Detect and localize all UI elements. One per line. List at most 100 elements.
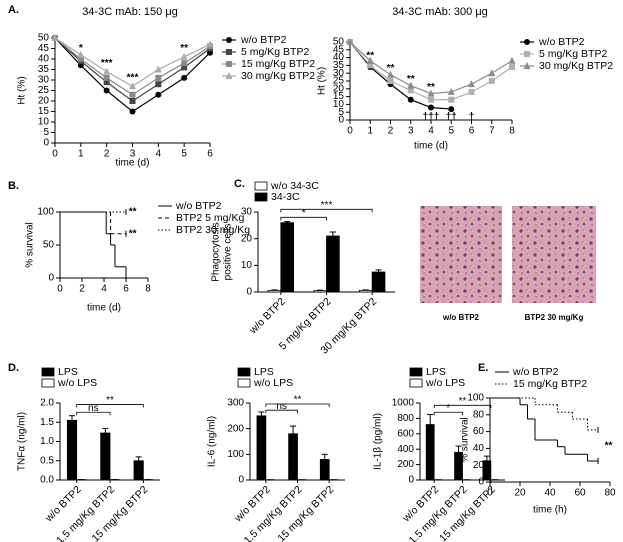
legend-label: w/o LPS xyxy=(425,377,465,389)
significance-bracket xyxy=(433,411,463,416)
y-axis-label: positive cells xyxy=(223,224,234,281)
x-tick-label: 5 xyxy=(448,126,454,137)
annotation: ** xyxy=(605,441,613,452)
significance-bracket xyxy=(76,404,144,408)
y-tick-label: 100 xyxy=(467,393,484,404)
y-tick-label: 20 xyxy=(38,96,50,107)
y-tick-label: 30 xyxy=(38,75,50,86)
panel-label: C. xyxy=(234,178,245,190)
marker xyxy=(180,52,188,60)
annotation: ** xyxy=(366,51,374,62)
marker xyxy=(103,74,110,81)
x-tick-label: 7 xyxy=(489,126,495,137)
marker xyxy=(428,104,434,111)
y-tick-label: 20 xyxy=(241,233,253,244)
bar xyxy=(100,432,111,481)
legend-label: LPS xyxy=(426,366,446,378)
legend-label: w/o BTP2 xyxy=(538,36,585,48)
legend-label: LPS xyxy=(254,366,274,378)
bar xyxy=(133,460,144,481)
y-tick-label: 80 xyxy=(473,409,485,420)
x-tick-label: 0 xyxy=(347,126,353,137)
panel-label: D. xyxy=(8,362,19,374)
annotation: ** xyxy=(129,207,137,218)
marker xyxy=(155,81,162,88)
annotation: †† xyxy=(446,112,457,123)
annotation: ** xyxy=(387,63,395,74)
marker xyxy=(155,91,162,98)
bar xyxy=(280,222,295,293)
significance-label: * xyxy=(446,403,450,414)
y-tick-label: 5 xyxy=(338,107,344,118)
legend-marker xyxy=(524,51,530,57)
legend-marker xyxy=(226,61,232,67)
significance-label: ** xyxy=(106,395,114,406)
marker xyxy=(366,56,374,64)
y-tick-label: 50 xyxy=(38,33,50,44)
marker xyxy=(488,78,495,84)
image-caption: BTP2 30 mg/Kg xyxy=(525,313,584,322)
marker xyxy=(468,80,475,88)
y-axis-label: % survival xyxy=(460,417,471,463)
x-tick-label: 8 xyxy=(145,284,151,295)
y-tick-label: 5 xyxy=(43,127,49,138)
bar xyxy=(256,415,267,481)
y-tick-label: 0 xyxy=(238,475,244,486)
legend-marker xyxy=(524,39,530,45)
y-tick-label: 800 xyxy=(397,413,414,424)
bar xyxy=(288,433,298,481)
marker xyxy=(448,96,455,103)
legend-swatch xyxy=(254,181,268,191)
y-tick-label: 0 xyxy=(246,287,252,298)
x-tick-label: 15 mg/Kg BTP2 xyxy=(275,483,336,542)
x-tick-label: 6 xyxy=(469,126,475,137)
panel-label: A. xyxy=(8,4,19,16)
y-axis-label: % survival xyxy=(25,222,36,268)
x-tick-label: 0 xyxy=(57,284,63,295)
histology-image xyxy=(512,206,596,303)
marker xyxy=(468,88,475,95)
y-tick-label: 10 xyxy=(333,99,345,110)
x-tick-label: 0 xyxy=(487,488,493,499)
legend-label: w/o BTP2 xyxy=(512,366,559,378)
legend-marker xyxy=(225,72,233,79)
significance-label: ns xyxy=(276,401,287,412)
bar xyxy=(66,419,78,481)
y-tick-label: 10 xyxy=(38,117,50,128)
y-tick-label: 2.0 xyxy=(40,398,54,409)
y-axis-label: TNFα (ng/ml) xyxy=(17,412,28,471)
y-tick-label: 20 xyxy=(473,460,485,471)
y-tick-label: 45 xyxy=(38,43,50,54)
marker xyxy=(367,62,374,69)
legend-swatch xyxy=(237,378,251,388)
marker xyxy=(346,38,354,45)
y-tick-label: 50 xyxy=(333,37,345,48)
significance-bracket xyxy=(280,208,373,213)
y-tick-label: 10 xyxy=(241,260,253,271)
y-axis-label: IL-1β (pg/ml) xyxy=(373,413,384,470)
legend-swatch xyxy=(409,378,423,388)
annotation: ** xyxy=(427,82,435,93)
y-axis-label: Phagocytosis xyxy=(211,222,222,281)
x-tick-label: 40 xyxy=(544,488,556,499)
bar xyxy=(326,235,340,293)
x-tick-label: 2 xyxy=(388,126,394,137)
x-tick-label: 4 xyxy=(428,126,434,137)
marker xyxy=(129,82,136,90)
y-tick-label: 60 xyxy=(473,426,485,437)
y-tick-label: 0.0 xyxy=(40,475,54,486)
image-caption: w/o BTP2 xyxy=(442,313,480,322)
series-line xyxy=(349,41,452,110)
legend-label: 5 mg/Kg BTP2 xyxy=(241,46,309,58)
marker xyxy=(206,40,214,48)
x-axis-label: time (h) xyxy=(533,505,567,516)
marker xyxy=(387,70,394,78)
x-tick-label: 4 xyxy=(156,149,162,160)
significance-label: * xyxy=(302,208,306,219)
x-tick-label: 1 xyxy=(78,149,84,160)
annotation: ** xyxy=(407,74,415,85)
marker xyxy=(407,96,414,103)
y-tick-label: 45 xyxy=(333,44,345,55)
y-tick-label: 25 xyxy=(38,85,50,96)
significance-label: ns xyxy=(88,403,99,414)
